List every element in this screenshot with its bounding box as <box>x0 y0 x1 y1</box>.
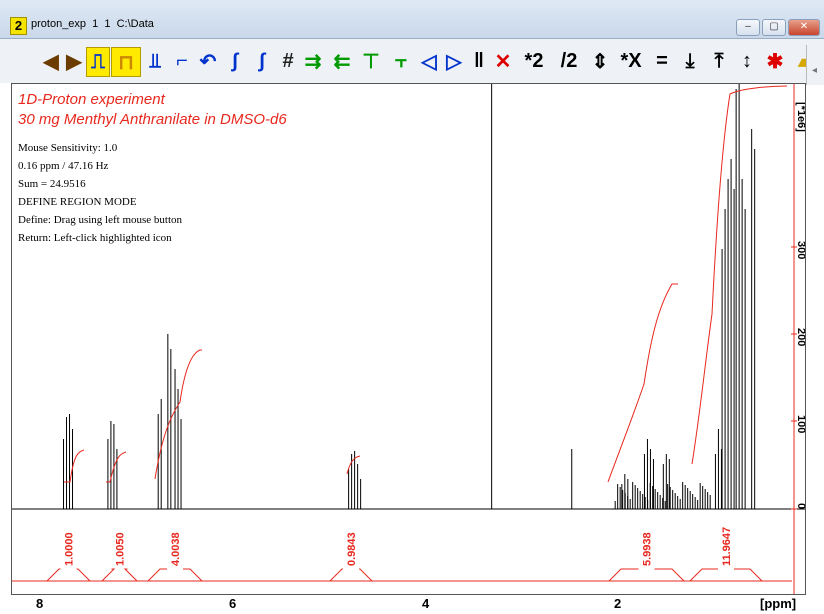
integral-bracket <box>101 568 138 582</box>
integral-brackets: 1.0000 1.0050 4.0038 0.9843 5.9938 11.9647 <box>46 527 763 582</box>
info-line: 0.16 ppm / 47.16 Hz <box>18 160 109 172</box>
integral-curve <box>64 449 85 483</box>
window-title: proton_exp 1 1 C:\Data <box>31 18 154 30</box>
integral-bracket <box>147 568 203 582</box>
bracket-green-icon[interactable]: ⊤ <box>362 50 380 73</box>
info-line: Sum = 24.9516 <box>18 178 86 190</box>
y-tick-label: 0 <box>795 503 806 509</box>
integral-curve <box>607 283 678 483</box>
integral-value-label: 5.9938 <box>642 532 654 566</box>
minimize-button[interactable]: ‒ <box>736 19 760 36</box>
integral-value-label: 0.9843 <box>346 532 358 566</box>
up-down-icon[interactable]: ⇕ <box>591 50 609 73</box>
integral-value-label: 1.0000 <box>64 532 76 566</box>
baseline-point-icon[interactable]: ⫫ <box>149 49 161 72</box>
y-axis-ticks: 0 100 200 300 <box>791 241 806 510</box>
grid-hash-icon[interactable]: # <box>282 49 294 72</box>
shift-right-icon[interactable]: ⇇ <box>333 50 351 73</box>
y-axis-unit: [*1e6] <box>795 102 806 132</box>
integral-curve <box>346 455 361 475</box>
x-tick-label: 2 <box>614 596 622 611</box>
x-axis: 8 6 4 2 [ppm] <box>0 595 824 614</box>
x-tick-label: 8 <box>36 596 44 611</box>
integral-bracket <box>329 568 373 582</box>
integral-curve <box>691 85 788 465</box>
info-line: Define: Drag using left mouse button <box>18 214 183 226</box>
down-arrow-bar-icon[interactable]: ⤓ <box>685 49 695 72</box>
y-tick-label: 300 <box>795 241 806 259</box>
delete-red-icon[interactable]: ✕ <box>494 50 512 73</box>
region-bracket-icon[interactable]: ⊓ <box>111 47 141 77</box>
integral-bracket <box>689 568 763 582</box>
slope-right-icon[interactable]: ▷ <box>446 50 462 73</box>
y-tick-label: 100 <box>795 415 806 433</box>
toolbar: ◀▶⎍⊓⫫⌐↶∫∫#⇉⇇⊤⫟◁▷‖✕*2/2⇕*X=⤓⤒↕✱▰ <box>0 39 824 83</box>
pause-icon[interactable]: ‖ <box>474 49 484 72</box>
integral-curve <box>154 349 202 480</box>
integral-value-label: 1.0050 <box>115 532 127 566</box>
shift-left-icon[interactable]: ⇉ <box>304 50 322 73</box>
spectrum-peaks <box>63 84 756 509</box>
integral-curve <box>106 451 127 483</box>
maximize-button[interactable]: ▢ <box>762 19 786 36</box>
times-two-icon[interactable]: *2 <box>524 49 544 72</box>
x-tick-label: 6 <box>229 596 237 611</box>
step-edge-icon[interactable]: ⌐ <box>176 49 188 72</box>
undo-icon[interactable]: ↶ <box>199 50 217 73</box>
slope-left-icon[interactable]: ◁ <box>421 50 437 73</box>
move-right-icon[interactable]: ▶ <box>66 50 82 73</box>
integral-b-icon[interactable]: ∫ <box>232 49 238 72</box>
title-bar[interactable]: 2 proton_exp 1 1 C:\Data ‒ ▢ ✕ <box>0 0 824 39</box>
info-line: DEFINE REGION MODE <box>18 196 137 208</box>
info-line: Mouse Sensitivity: 1.0 <box>18 142 118 154</box>
vertical-arrows-icon[interactable]: ↕ <box>742 49 752 72</box>
times-x-icon[interactable]: *X <box>620 49 642 72</box>
spectrum-caption-title: 1D-Proton experiment <box>18 91 165 108</box>
x-tick-label: 4 <box>422 596 430 611</box>
equals-icon[interactable]: = <box>656 49 668 72</box>
integral-value-label: 4.0038 <box>170 532 182 566</box>
spectrum-svg: 1.0000 1.0050 4.0038 0.9843 5.9938 11.9647 01… <box>12 84 806 594</box>
up-arrow-bar-icon[interactable]: ⤒ <box>714 49 724 72</box>
integral-s-icon[interactable]: ∫ <box>259 49 265 72</box>
cut-red-icon[interactable]: ✱ <box>766 50 784 73</box>
window-number-badge: 2 <box>10 17 27 35</box>
x-axis-unit: [ppm] <box>760 596 797 611</box>
define-region-icon[interactable]: ⎍ <box>86 47 110 77</box>
integral-value-label: 11.9647 <box>721 527 733 566</box>
y-tick-label: 200 <box>795 328 806 346</box>
spectrum-plot-area[interactable]: 1D-Proton experiment 30 mg Menthyl Anthr… <box>11 83 806 595</box>
move-left-icon[interactable]: ◀ <box>43 50 59 73</box>
close-button[interactable]: ✕ <box>788 19 820 36</box>
integral-bracket <box>46 568 91 582</box>
toolbar-scroll-arrow[interactable]: ◂ <box>806 45 824 85</box>
spectrum-caption-sample: 30 mg Menthyl Anthranilate in DMSO-d6 <box>18 111 287 128</box>
bracket-dual-icon[interactable]: ⫟ <box>394 49 408 72</box>
integral-bracket <box>608 568 685 582</box>
integral-curves <box>64 85 788 483</box>
info-line: Return: Left-click highlighted icon <box>18 232 172 244</box>
divide-two-icon[interactable]: /2 <box>560 49 578 72</box>
